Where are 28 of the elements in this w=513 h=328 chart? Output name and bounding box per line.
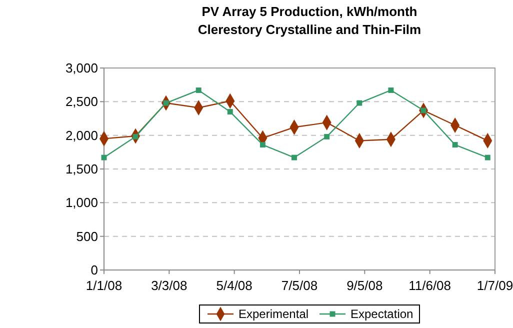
y-tick-label: 2,500 — [65, 94, 98, 110]
x-tick-label: 1/1/08 — [86, 278, 122, 293]
point — [101, 154, 107, 160]
point — [324, 134, 330, 140]
point — [356, 100, 362, 106]
point — [484, 154, 490, 160]
legend-label: Expectation — [350, 307, 414, 322]
x-tick-label: 9/5/08 — [346, 278, 383, 293]
y-tick-label: 0 — [90, 262, 98, 278]
y-tick-label: 3,000 — [65, 60, 98, 76]
point — [260, 142, 266, 148]
y-tick-label: 1,500 — [65, 162, 98, 177]
x-tick-label: 11/6/08 — [408, 278, 452, 293]
x-tick-label: 7/5/08 — [281, 278, 318, 293]
x-tick-label: 5/4/08 — [216, 278, 252, 293]
x-tick-label: 3/3/08 — [151, 278, 188, 293]
chart-subtitle: Clerestory Crystalline and Thin-Film — [198, 22, 422, 37]
point — [227, 109, 233, 115]
point — [388, 87, 394, 93]
chart-title: PV Array 5 Production, kWh/month — [202, 4, 418, 19]
x-tick-label: 1/7/09 — [476, 278, 513, 293]
point — [452, 142, 458, 148]
y-tick-label: 2,000 — [65, 128, 98, 143]
legend-label: Experimental — [238, 307, 309, 322]
y-tick-label: 500 — [76, 228, 98, 244]
point — [196, 87, 202, 93]
y-tick-label: 1,000 — [65, 195, 98, 210]
point — [292, 154, 297, 160]
